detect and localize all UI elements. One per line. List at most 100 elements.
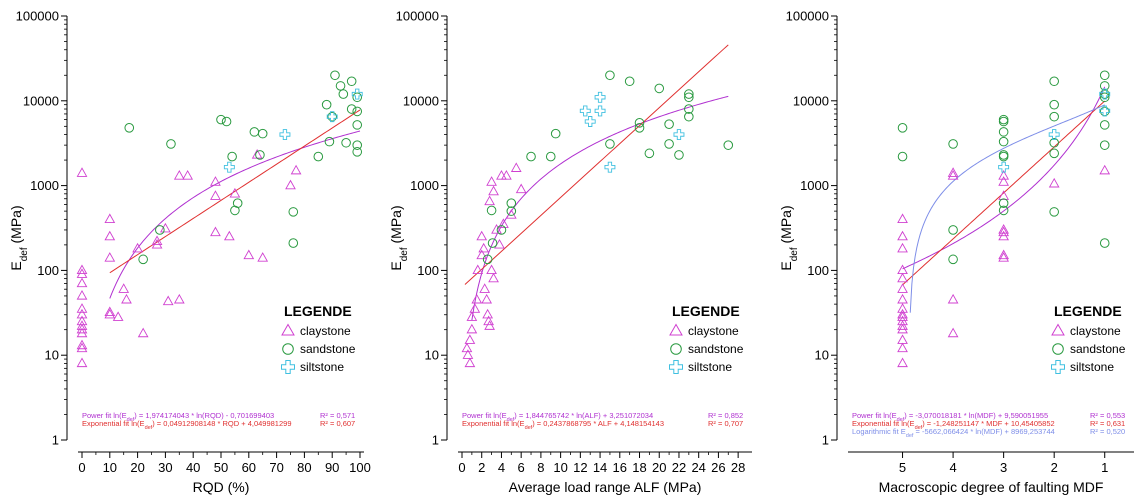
x-tick-label: 20 (652, 460, 666, 475)
marker-claystone (486, 176, 497, 186)
marker-sandstone (1099, 238, 1110, 248)
marker-sandstone (897, 151, 908, 162)
marker-sandstone (124, 123, 135, 133)
marker-sandstone (487, 238, 498, 248)
x-tick-label: 4 (949, 460, 956, 475)
y-tick-label: 1 (432, 433, 439, 448)
marker-claystone (76, 264, 88, 275)
marker-claystone (998, 170, 1010, 180)
fit-equation-label: Power fit ln(Edef) = 1,844765742 * ln(AL… (462, 411, 653, 423)
marker-sandstone (654, 83, 665, 94)
marker-claystone (243, 249, 255, 260)
legend-label-claystone: claystone (300, 324, 351, 338)
marker-claystone (210, 226, 221, 237)
y-axis-label: Edef (MPa) (8, 205, 30, 270)
marker-claystone (1099, 164, 1111, 175)
marker-sandstone (1049, 137, 1059, 148)
legend-label-siltstone: siltstone (300, 360, 344, 374)
marker-claystone (998, 176, 1010, 186)
marker-sandstone (1049, 99, 1059, 110)
x-axis-label: Average load range ALF (MPa) (509, 479, 702, 495)
marker-claystone (472, 264, 484, 275)
marker-siltstone (584, 116, 596, 127)
marker-sandstone (998, 136, 1009, 147)
marker-claystone (488, 185, 499, 196)
marker-sandstone (227, 151, 237, 162)
marker-claystone (104, 213, 116, 223)
x-tick-label: 40 (186, 460, 200, 475)
marker-sandstone (346, 104, 357, 114)
legend-marker-claystone (669, 323, 683, 336)
x-tick-label: 2 (1051, 460, 1058, 475)
marker-claystone (897, 342, 908, 353)
y-tick-label: 10000 (403, 93, 439, 108)
y-tick-label: 100000 (786, 9, 829, 24)
marker-sandstone (998, 116, 1009, 127)
y-tick-label: 10 (425, 348, 439, 363)
legend-marker-sandstone (670, 343, 682, 355)
y-tick-label: 1000 (30, 178, 59, 193)
marker-claystone (484, 195, 495, 206)
marker-sandstone (948, 139, 958, 149)
marker-claystone (151, 238, 163, 249)
marker-sandstone (684, 92, 694, 103)
marker-claystone (137, 327, 149, 338)
x-tick-label: 16 (613, 460, 627, 475)
marker-sandstone (1099, 70, 1110, 81)
marker-sandstone (321, 99, 332, 110)
legend-title: LEGENDE (672, 303, 740, 319)
marker-sandstone (998, 198, 1009, 209)
fit-curve-power (471, 95, 729, 321)
y-tick-label: 10 (45, 348, 59, 363)
marker-claystone (76, 308, 88, 319)
fit-equation-label: Exponential fit ln(Edef) = -1,248251147 … (852, 419, 1055, 431)
marker-claystone (897, 357, 908, 368)
marker-sandstone (526, 151, 536, 162)
fit-equation-label: Exponential fit ln(Edef) = 0,04912908148… (82, 419, 292, 431)
y-tick-label: 10000 (23, 93, 59, 108)
marker-claystone (466, 311, 478, 321)
fit-curve-power (902, 86, 1106, 270)
marker-claystone (478, 242, 490, 253)
marker-claystone (897, 213, 908, 223)
marker-claystone (462, 349, 474, 359)
x-tick-label: 50 (214, 460, 228, 475)
marker-sandstone (496, 225, 507, 235)
x-tick-label: 90 (325, 460, 339, 475)
marker-sandstone (352, 92, 363, 103)
marker-claystone (496, 170, 507, 180)
marker-claystone (479, 283, 491, 293)
marker-claystone (498, 218, 509, 228)
fit-r2-label: R² = 0,707 (708, 419, 743, 428)
marker-claystone (466, 323, 478, 334)
fit-curve-exponential (902, 100, 1106, 286)
marker-claystone (897, 242, 908, 253)
marker-siltstone (1099, 88, 1111, 100)
y-axis-label: Edef (MPa) (388, 205, 410, 270)
marker-claystone (461, 342, 473, 353)
marker-sandstone (288, 207, 299, 217)
marker-siltstone (326, 111, 338, 123)
marker-sandstone (352, 140, 363, 150)
marker-claystone (483, 315, 494, 326)
y-tick-label: 100 (37, 263, 59, 278)
legend-marker-siltstone (281, 360, 295, 374)
marker-claystone (257, 252, 269, 262)
marker-claystone (112, 311, 124, 321)
marker-sandstone (166, 139, 176, 149)
marker-siltstone (604, 161, 616, 173)
marker-sandstone (352, 120, 363, 130)
marker-claystone (488, 272, 499, 283)
x-tick-label: 1 (1101, 460, 1108, 475)
x-tick-label: 24 (691, 460, 705, 475)
marker-claystone (505, 209, 517, 219)
x-tick-label: 10 (103, 460, 117, 475)
marker-claystone (76, 342, 88, 353)
marker-sandstone (352, 147, 363, 157)
legend-title: LEGENDE (1054, 303, 1122, 319)
marker-sandstone (634, 118, 645, 128)
marker-claystone (897, 264, 908, 275)
y-tick-label: 1000 (800, 178, 829, 193)
marker-sandstone (634, 123, 645, 133)
legend-label-siltstone: siltstone (688, 360, 732, 374)
